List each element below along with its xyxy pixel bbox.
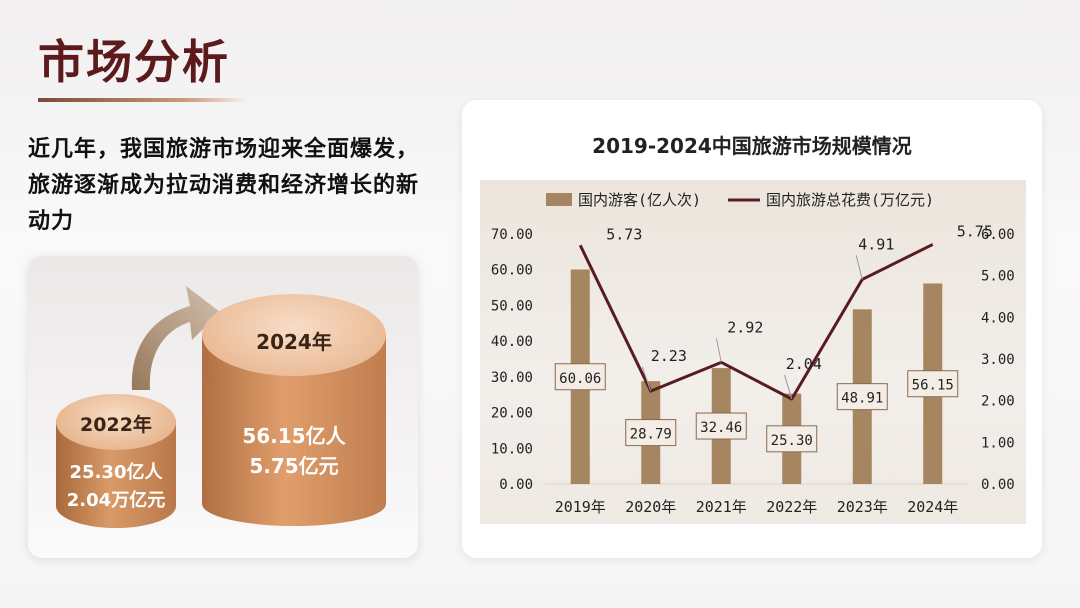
left-tick-label: 0.00 — [499, 477, 533, 493]
left-tick-label: 70.00 — [491, 227, 533, 243]
bar-value-label: 32.46 — [700, 420, 742, 436]
line-label-leader — [784, 374, 793, 400]
right-tick-label: 1.00 — [981, 435, 1015, 451]
x-tick-label: 2024年 — [907, 498, 958, 516]
x-tick-label: 2021年 — [696, 498, 747, 516]
chart-legend: 国内游客(亿人次) 国内旅游总花费(万亿元) — [546, 191, 934, 209]
bar-value-label: 48.91 — [841, 391, 883, 407]
left-tick-label: 50.00 — [491, 298, 533, 314]
x-tick-label: 2023年 — [837, 498, 888, 516]
line-value-label: 5.73 — [606, 225, 642, 243]
bar-label-box — [836, 383, 888, 411]
comparison-card: 2022年 25.30亿人 2.04万亿元 2024年 56.15亿人 5.75… — [28, 256, 418, 558]
right-tick-label: 5.00 — [981, 269, 1015, 285]
line-label-leader — [715, 338, 722, 363]
intro-text: 近几年，我国旅游市场迎来全面爆发，旅游逐渐成为拉动消费和经济增长的新动力 — [28, 137, 420, 234]
bar-label-box — [766, 425, 818, 453]
right-tick-label: 2.00 — [981, 394, 1015, 410]
left-tick-label: 40.00 — [491, 334, 533, 350]
line-series: 5.73 2.23 2.92 2.04 4.91 5.75 — [578, 222, 993, 401]
left-tick-label: 10.00 — [491, 441, 533, 457]
right-axis: 0.00 1.00 2.00 3.00 4.00 5.00 6.00 — [981, 227, 1015, 493]
bars: 60.06 28.79 32.46 25.30 48.91 56.15 — [554, 269, 959, 484]
line-value-label: 2.23 — [651, 347, 687, 365]
x-tick-label: 2020年 — [625, 498, 676, 516]
right-tick-label: 4.00 — [981, 310, 1015, 326]
page-title: 市场分析 — [38, 35, 230, 89]
cylinder-2022-line2: 2.04万亿元 — [66, 490, 166, 511]
line-value-label: 2.04 — [786, 355, 822, 373]
bar-value-label: 28.79 — [630, 427, 672, 443]
left-tick-label: 60.00 — [491, 263, 533, 279]
line-value-label: 5.75 — [957, 222, 993, 240]
title-underline — [38, 98, 248, 102]
bar-value-label: 56.15 — [912, 378, 954, 394]
cylinder-2022: 2022年 25.30亿人 2.04万亿元 — [56, 394, 176, 528]
right-tick-label: 3.00 — [981, 352, 1015, 368]
cylinder-2024-year: 2024年 — [256, 330, 332, 354]
line-value-label: 4.91 — [858, 235, 894, 253]
bar-label-box — [907, 370, 959, 398]
bar-value-label: 25.30 — [771, 433, 813, 449]
left-tick-label: 20.00 — [491, 406, 533, 422]
cylinder-2024-line2: 5.75亿元 — [249, 454, 339, 478]
left-axis: 0.00 10.00 20.00 30.00 40.00 50.00 60.00 70.00 — [491, 227, 533, 493]
line-label-leader — [641, 366, 652, 392]
x-tick-label: 2019年 — [555, 498, 606, 516]
bar-label-box — [625, 419, 677, 447]
legend-bar-swatch — [546, 193, 572, 206]
cylinder-2022-line1: 25.30亿人 — [69, 462, 163, 483]
cylinder-2024: 2024年 56.15亿人 5.75亿元 — [202, 294, 386, 526]
right-tick-label: 0.00 — [981, 477, 1015, 493]
bar-label-box — [695, 412, 747, 440]
line-value-label: 2.92 — [727, 318, 763, 336]
legend-line-label: 国内旅游总花费(万亿元) — [766, 191, 934, 209]
spending-line — [578, 243, 934, 401]
line-label-leader — [855, 255, 863, 280]
cylinder-2024-line1: 56.15亿人 — [242, 424, 346, 448]
bar-label-box — [554, 363, 606, 391]
cylinder-2022-year: 2022年 — [80, 414, 152, 436]
x-axis: 2019年 2020年 2021年 2022年 2023年 2024年 — [545, 483, 968, 516]
legend-bar-label: 国内游客(亿人次) — [578, 191, 701, 209]
right-tick-label: 6.00 — [981, 227, 1015, 243]
chart-title: 2019-2024中国旅游市场规模情况 — [592, 134, 912, 158]
growth-arrow-icon — [131, 286, 220, 390]
x-tick-label: 2022年 — [766, 498, 817, 516]
bar-value-label: 60.06 — [559, 371, 601, 387]
left-tick-label: 30.00 — [491, 370, 533, 386]
